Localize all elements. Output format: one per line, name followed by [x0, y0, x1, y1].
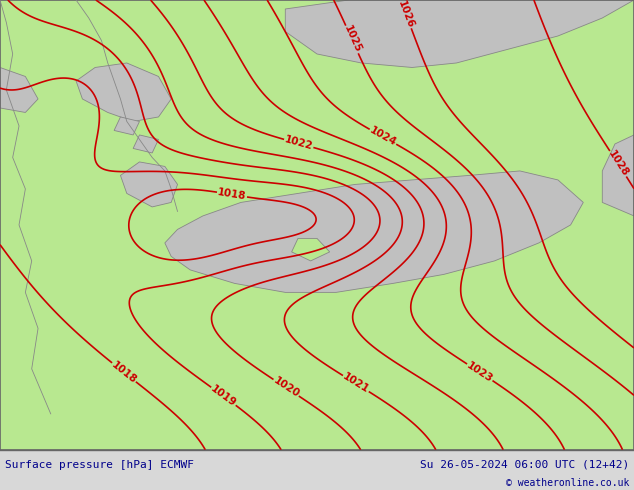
- Text: 1019: 1019: [209, 384, 238, 409]
- Text: 1021: 1021: [341, 371, 371, 395]
- Text: 1024: 1024: [368, 125, 398, 148]
- Text: 1023: 1023: [465, 360, 495, 384]
- Text: 1026: 1026: [396, 0, 416, 29]
- Polygon shape: [133, 135, 158, 153]
- Text: © weatheronline.co.uk: © weatheronline.co.uk: [505, 478, 629, 488]
- Text: Surface pressure [hPa] ECMWF: Surface pressure [hPa] ECMWF: [5, 460, 194, 470]
- Polygon shape: [76, 63, 171, 122]
- Polygon shape: [285, 0, 634, 68]
- Polygon shape: [0, 68, 38, 113]
- Text: 1028: 1028: [606, 149, 630, 179]
- Text: 1025: 1025: [342, 24, 363, 55]
- Polygon shape: [602, 135, 634, 216]
- Polygon shape: [114, 117, 139, 135]
- Polygon shape: [120, 162, 178, 207]
- Polygon shape: [165, 171, 583, 293]
- Polygon shape: [292, 239, 330, 261]
- Text: 1018: 1018: [110, 359, 138, 385]
- Text: 1020: 1020: [271, 376, 301, 400]
- Text: 1018: 1018: [217, 187, 247, 202]
- Text: Su 26-05-2024 06:00 UTC (12+42): Su 26-05-2024 06:00 UTC (12+42): [420, 460, 629, 470]
- Text: 1022: 1022: [283, 135, 314, 152]
